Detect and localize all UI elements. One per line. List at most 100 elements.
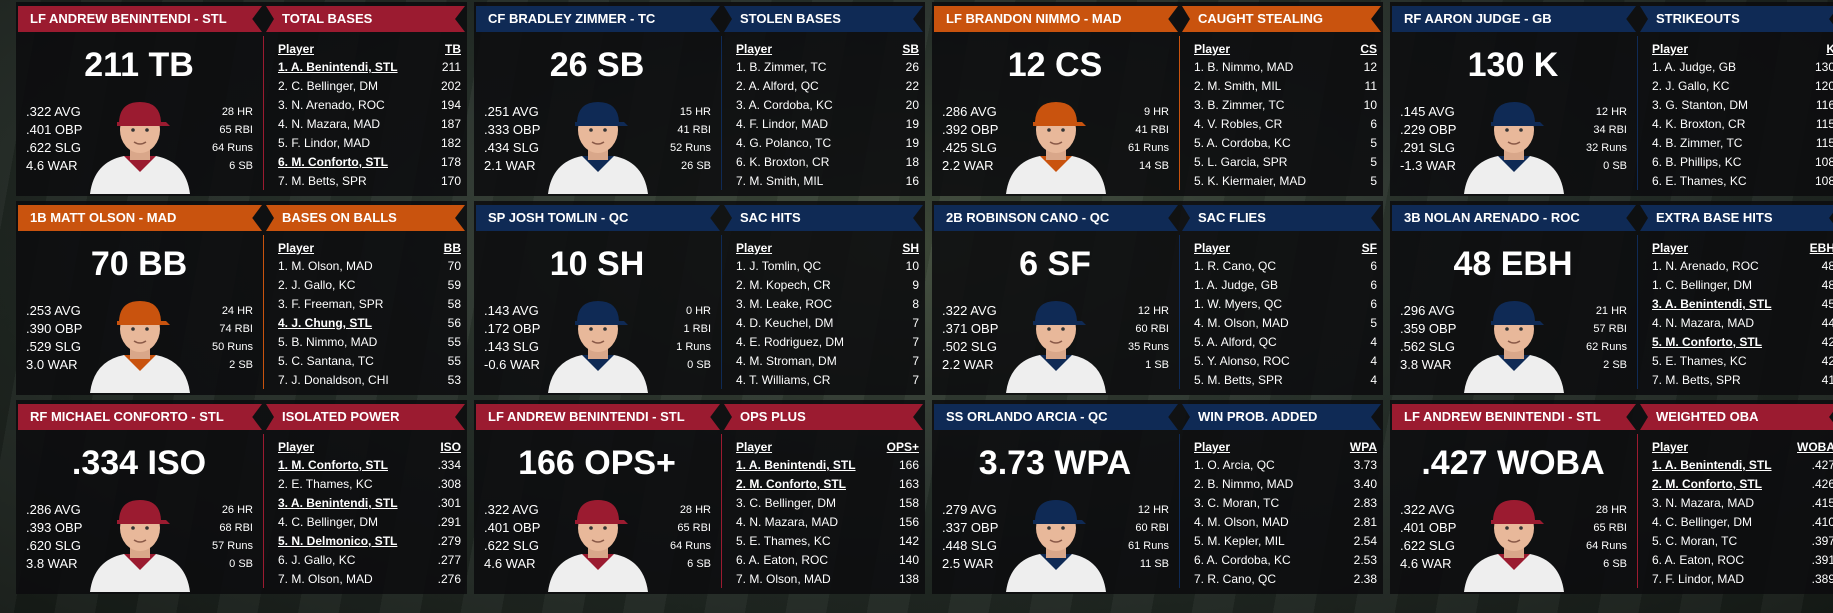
leader-name: 4. D. Keuchel, DM xyxy=(736,316,834,330)
leader-name: 5. E. Thames, KC xyxy=(736,534,831,548)
player-banner: SS ORLANDO ARCIA - QC xyxy=(934,404,1178,430)
leader-name: 7. R. Cano, QC xyxy=(1194,572,1277,586)
stat-banner: ISOLATED POWER xyxy=(266,404,465,430)
leader-value: 11 xyxy=(1364,79,1377,93)
leader-value: 130 xyxy=(1814,60,1833,74)
avatar-part xyxy=(1061,327,1065,331)
leader-value: 55 xyxy=(447,335,461,349)
player-banner: LF ANDREW BENINTENDI - STL xyxy=(18,6,262,32)
leader-value: 2.38 xyxy=(1353,572,1377,586)
avatar-part xyxy=(117,520,170,524)
table-header: Player xyxy=(278,440,315,454)
season-stat: 4.6 WAR xyxy=(1400,556,1452,571)
stat-banner: SAC HITS xyxy=(724,205,923,231)
avatar-part xyxy=(1505,327,1509,331)
leader-value: 58 xyxy=(447,297,461,311)
season-stat: .251 AVG xyxy=(484,104,539,119)
avatar-part xyxy=(1464,355,1564,393)
leader-value: 116 xyxy=(1815,98,1833,112)
player-banner: LF ANDREW BENINTENDI - STL xyxy=(476,404,720,430)
season-stat: 0 SB xyxy=(1603,160,1627,172)
season-stat: 2.5 WAR xyxy=(942,556,994,571)
leader-name: 1. C. Bellinger, DM xyxy=(1652,278,1753,292)
leader-name: 6. A. Eaton, ROC xyxy=(736,553,829,567)
avatar-part xyxy=(1047,128,1051,132)
avatar-part xyxy=(131,128,135,132)
player-avatar xyxy=(90,500,190,592)
avatar-part xyxy=(591,539,605,543)
avatar-part xyxy=(577,102,619,122)
leader-name: 2. A. Alford, QC xyxy=(736,79,819,93)
leader-value: 4 xyxy=(1370,373,1377,387)
table-header: EBH xyxy=(1809,241,1833,255)
leader-name: 6. A. Cordoba, KC xyxy=(1194,553,1291,567)
leader-value: 53 xyxy=(447,373,461,387)
leader-value: 6 xyxy=(1370,117,1377,131)
leader-name: 1. A. Benintendi, STL xyxy=(736,458,856,472)
leader-panel: RF MICHAEL CONFORTO - STL ISOLATED POWER.… xyxy=(16,400,467,594)
leader-value: .427 xyxy=(1811,458,1833,472)
avatar-part xyxy=(1505,128,1509,132)
leader-name: 3. A. Cordoba, KC xyxy=(736,98,833,112)
leader-name: 3. A. Benintendi, STL xyxy=(1652,297,1772,311)
leader-value: 7 xyxy=(912,316,919,330)
leader-name: 1. A. Benintendi, STL xyxy=(278,60,398,74)
leader-value: 48 xyxy=(1821,278,1833,292)
leader-value: 108 xyxy=(1814,174,1833,188)
avatar-part xyxy=(1519,327,1523,331)
avatar-part xyxy=(1049,539,1063,543)
avatar-part xyxy=(591,141,605,145)
season-stat: 0 SB xyxy=(229,558,253,570)
avatar-part xyxy=(119,301,161,321)
avatar-part xyxy=(589,128,593,132)
leader-name: 5. M. Betts, SPR xyxy=(1194,373,1283,387)
leader-value: 170 xyxy=(440,174,461,188)
avatar-part xyxy=(1507,539,1521,543)
divider xyxy=(1179,434,1180,588)
headline-stat: 6 SF xyxy=(1019,245,1091,283)
player-banner: LF BRANDON NIMMO - MAD xyxy=(934,6,1178,32)
season-stat: .322 AVG xyxy=(942,303,997,318)
season-stat: .145 AVG xyxy=(1400,104,1455,119)
avatar-part xyxy=(1493,301,1535,321)
stat-banner: STOLEN BASES xyxy=(724,6,923,32)
season-stat: .337 OBP xyxy=(942,520,999,535)
avatar-part xyxy=(1047,526,1051,530)
headline-stat: 10 SH xyxy=(549,245,645,283)
leader-name: 1. B. Nimmo, MAD xyxy=(1194,60,1294,74)
season-stat: 11 SB xyxy=(1139,558,1169,570)
leader-name: 5. A. Cordoba, KC xyxy=(1194,136,1291,150)
season-stat: 68 RBI xyxy=(219,522,253,534)
season-stat: .622 SLG xyxy=(484,538,539,553)
season-stat: .434 SLG xyxy=(484,140,539,155)
leader-name: 5. K. Kiermaier, MAD xyxy=(1194,174,1307,188)
season-stat: 41 RBI xyxy=(677,124,711,136)
leader-value: .410 xyxy=(1811,515,1833,529)
leader-value: 5 xyxy=(1370,316,1377,330)
season-stat: 6 SB xyxy=(229,160,253,172)
table-header: Player xyxy=(1652,440,1689,454)
divider xyxy=(1179,235,1180,389)
leader-value: 42 xyxy=(1821,335,1833,349)
avatar-part xyxy=(1493,102,1535,122)
avatar-part xyxy=(1491,520,1544,524)
leader-value: 202 xyxy=(440,79,461,93)
divider xyxy=(1637,434,1638,588)
season-stat: .401 OBP xyxy=(484,520,541,535)
leader-name: 1. A. Benintendi, STL xyxy=(1652,458,1772,472)
table-header: WPA xyxy=(1349,440,1377,454)
player-banner: RF AARON JUDGE - GB xyxy=(1392,6,1636,32)
season-stat: .562 SLG xyxy=(1400,339,1455,354)
leader-name: 3. F. Freeman, SPR xyxy=(278,297,384,311)
leader-value: 115 xyxy=(1815,136,1833,150)
leader-name: 1. N. Arenado, ROC xyxy=(1652,259,1759,273)
table-header: K xyxy=(1826,42,1833,56)
season-stat: .529 SLG xyxy=(26,339,81,354)
season-stat: 12 HR xyxy=(1595,106,1627,118)
headline-stat: 26 SB xyxy=(549,46,645,84)
headline-stat: 130 K xyxy=(1467,46,1559,84)
leader-name: 7. J. Donaldson, CHI xyxy=(278,373,389,387)
avatar-part xyxy=(577,301,619,321)
season-stat: 2.2 WAR xyxy=(942,357,994,372)
headline-stat: .334 ISO xyxy=(71,444,207,482)
